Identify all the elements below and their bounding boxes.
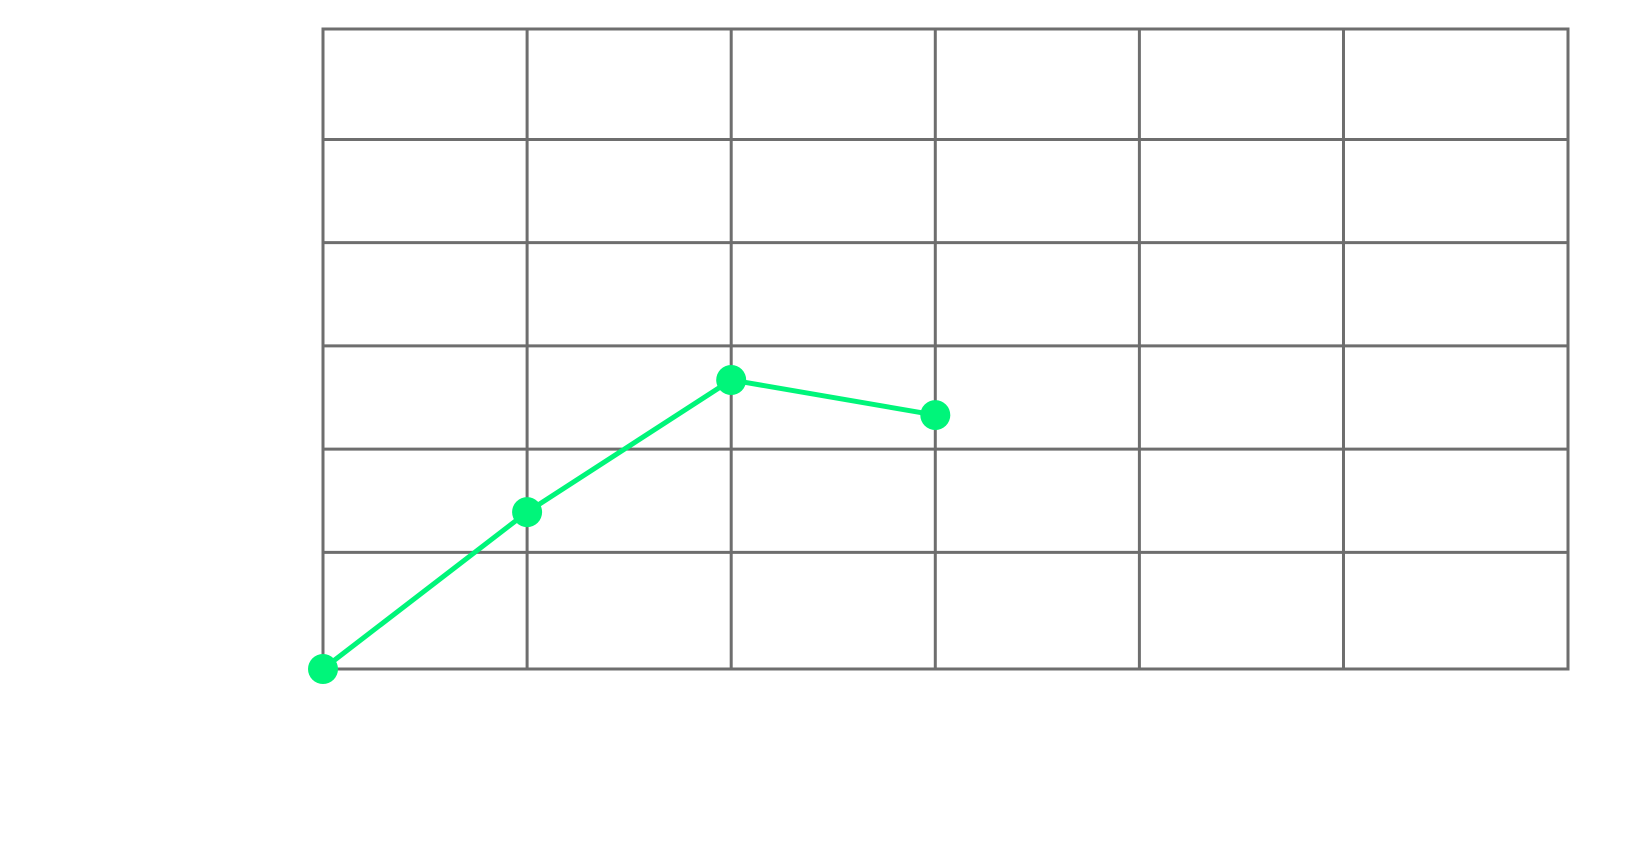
data-point [920, 400, 951, 431]
data-point [308, 654, 338, 684]
data-point [512, 497, 543, 528]
series-line [320, 377, 938, 672]
series-layer [308, 364, 951, 684]
data-point [716, 364, 747, 395]
grid [321, 27, 1570, 671]
